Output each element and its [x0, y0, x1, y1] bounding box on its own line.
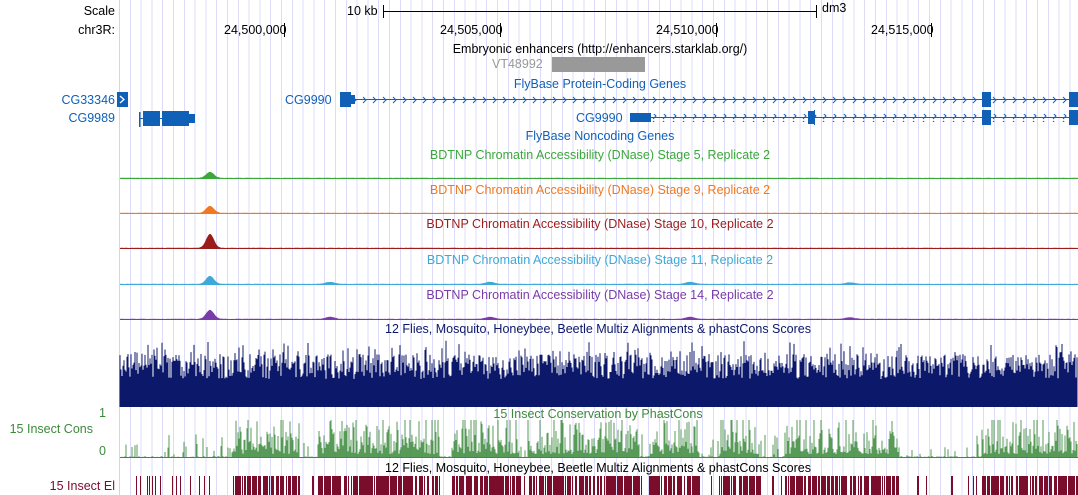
dnase-signal — [120, 309, 1078, 319]
assembly-label: dm3 — [822, 1, 847, 15]
cons-ymax: 1 — [99, 406, 106, 420]
elements-track-title[interactable]: 12 Flies, Mosquito, Honeybee, Beetle Mul… — [385, 461, 811, 475]
cons-ymin: 0 — [99, 444, 106, 458]
tick-mark — [500, 23, 501, 37]
enhancers-track-title[interactable]: Embryonic enhancers (http://enhancers.st… — [452, 42, 748, 56]
enhancer-label[interactable]: VT48992 — [492, 57, 543, 71]
tick-mark — [284, 23, 285, 37]
dnase-baseline — [120, 178, 1078, 179]
dnase-stage10-title[interactable]: BDTNP Chromatin Accessibility (DNase) St… — [426, 217, 774, 231]
tick-label: 24,500,000 — [224, 23, 287, 37]
dnase-baseline — [120, 248, 1078, 249]
gene-cg9990[interactable] — [340, 92, 1078, 107]
dnase-stage9-title[interactable]: BDTNP Chromatin Accessibility (DNase) St… — [429, 183, 771, 197]
scale-bar-end — [816, 5, 817, 18]
dnase-stage14-title[interactable]: BDTNP Chromatin Accessibility (DNase) St… — [426, 288, 774, 302]
chrom-label: chr3R: — [78, 23, 115, 37]
tick-label: 24,510,000 — [656, 23, 719, 37]
tick-mark — [931, 23, 932, 37]
dnase-signal — [120, 205, 1078, 213]
cons-track-title[interactable]: 15 Insect Conservation by PhastCons — [493, 407, 703, 421]
enhancer-feature[interactable] — [552, 57, 645, 72]
dnase-baseline — [120, 284, 1078, 285]
gene-label-cg33346[interactable]: CG33346 — [61, 93, 115, 107]
dnase-stage5-title[interactable]: BDTNP Chromatin Accessibility (DNase) St… — [429, 148, 771, 162]
left-border — [119, 0, 120, 495]
scale-bar-end — [383, 5, 384, 18]
dnase-stage11-title[interactable]: BDTNP Chromatin Accessibility (DNase) St… — [426, 253, 774, 267]
gene-label-cg9989[interactable]: CG9989 — [68, 111, 115, 125]
gene-cg33346[interactable] — [117, 92, 128, 107]
scale-size: 10 kb — [347, 4, 378, 18]
protein-genes-track-title[interactable]: FlyBase Protein-Coding Genes — [513, 77, 687, 91]
dnase-baseline — [120, 213, 1078, 214]
dnase-signal — [120, 171, 1078, 178]
gene-label-cg9990[interactable]: CG9990 — [285, 93, 332, 107]
gene-label-cg9990-alt[interactable]: CG9990 — [576, 111, 623, 125]
tick-mark — [716, 23, 717, 37]
dnase-baseline — [120, 319, 1078, 320]
gene-cg9990-alt[interactable] — [630, 110, 1078, 125]
multiz-signal — [119, 340, 1078, 407]
scale-bar — [383, 11, 817, 12]
tick-label: 24,515,000 — [871, 23, 934, 37]
dnase-signal — [120, 233, 1078, 248]
cons-baseline — [120, 457, 1078, 458]
noncoding-genes-track-title[interactable]: FlyBase Noncoding Genes — [525, 129, 675, 143]
cons-side-label[interactable]: 15 Insect Cons — [9, 422, 93, 436]
gene-cg9989[interactable] — [139, 111, 195, 127]
tick-label: 24,505,000 — [440, 23, 503, 37]
dnase-signal — [120, 276, 1078, 284]
scale-label: Scale — [83, 4, 115, 18]
cons-signal — [120, 420, 1078, 458]
elements-side-label[interactable]: 15 Insect El — [49, 479, 115, 493]
multiz-track-title[interactable]: 12 Flies, Mosquito, Honeybee, Beetle Mul… — [385, 322, 811, 336]
grid-lines — [120, 0, 1078, 495]
element-marks — [136, 476, 1078, 495]
